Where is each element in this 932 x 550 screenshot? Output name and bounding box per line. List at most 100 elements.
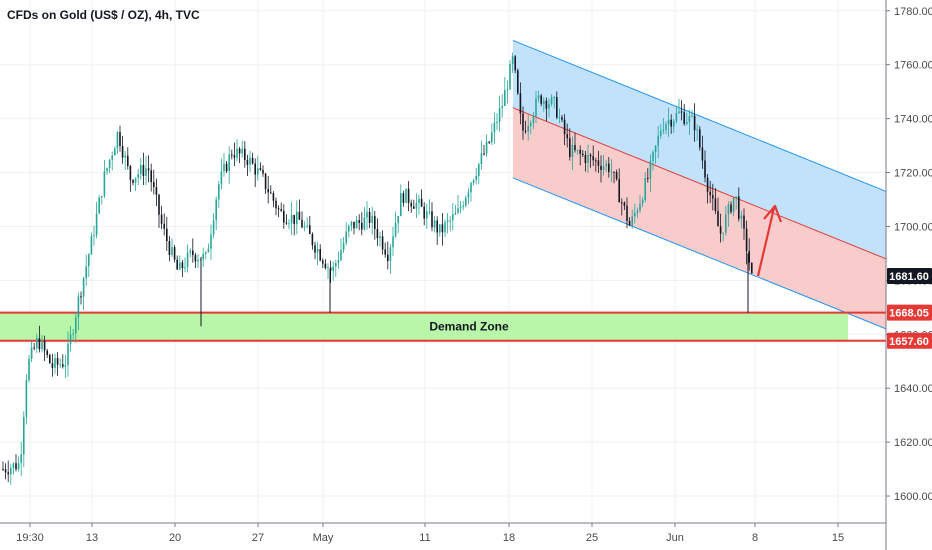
candle-body (475, 175, 477, 180)
candle-body (215, 199, 217, 221)
candle-body (319, 249, 321, 261)
candle-body (678, 111, 680, 113)
candle-body (12, 463, 15, 469)
candle-body (368, 212, 371, 223)
candle-body (259, 168, 262, 170)
candle-body (639, 203, 641, 211)
candle-body (158, 194, 160, 215)
candle-body (543, 100, 545, 104)
candle-body (160, 214, 163, 224)
y-tick-label: 1640.00 (894, 383, 932, 395)
candle-body (303, 226, 306, 228)
candle-body (470, 183, 472, 193)
candle-body (241, 148, 243, 154)
candle-body (462, 205, 464, 207)
candle-body (444, 222, 446, 233)
candle-body (519, 93, 522, 114)
candlesticks (2, 52, 753, 485)
candle-body (418, 198, 420, 203)
candle-body (407, 188, 410, 203)
candle-body (665, 124, 667, 130)
candle-body (150, 170, 152, 183)
candle-body (184, 267, 186, 269)
candle-body (90, 236, 93, 255)
candle-body (673, 120, 675, 127)
candle-body (569, 138, 571, 157)
candle-body (98, 197, 100, 214)
candle-body (389, 247, 392, 262)
demand-zone-label: Demand Zone (429, 320, 509, 334)
candle-body (670, 119, 672, 127)
candle-body (231, 154, 233, 156)
candle-body (106, 168, 108, 172)
candle-body (680, 111, 683, 113)
candle-body (623, 202, 626, 206)
candle-body (675, 112, 678, 121)
candle-body (129, 166, 132, 180)
demand-zone: Demand Zone (0, 311, 886, 342)
candle-body (207, 248, 210, 253)
candle-body (644, 178, 646, 201)
candle-body (298, 211, 301, 220)
candle-body (166, 228, 168, 242)
candle-body (537, 95, 540, 99)
y-tick-label: 1720.00 (894, 168, 932, 180)
candle-body (545, 100, 548, 109)
candle-body (316, 249, 319, 253)
candle-body (155, 187, 158, 195)
candle-body (56, 358, 59, 365)
candle-body (212, 220, 215, 235)
candle-body (553, 97, 555, 99)
candle-body (556, 97, 558, 118)
candle-body (348, 225, 350, 232)
candle-body (296, 211, 298, 225)
candle-body (277, 208, 280, 210)
candle-body (62, 364, 64, 367)
candle-body (15, 463, 17, 470)
candle-body (745, 228, 748, 252)
candle-body (192, 250, 194, 256)
candle-body (584, 155, 587, 164)
candle-body (652, 151, 654, 161)
candle-body (704, 160, 706, 178)
candle-body (163, 223, 165, 229)
candle-body (654, 145, 657, 152)
candle-body (649, 160, 652, 179)
candle-body (262, 169, 264, 174)
candle-body (264, 173, 267, 190)
candle-body (327, 267, 329, 269)
candle-body (361, 222, 363, 230)
candle-body (223, 163, 225, 172)
candle-body (314, 245, 316, 253)
candle-body (558, 117, 561, 119)
candle-body (426, 211, 428, 219)
candle-body (257, 168, 259, 175)
y-tick-label: 1620.00 (894, 437, 932, 449)
candle-body (701, 147, 704, 161)
candle-body (621, 202, 623, 204)
candle-body (197, 259, 199, 262)
candle-body (725, 214, 727, 233)
candle-body (371, 216, 373, 223)
candle-body (189, 250, 191, 253)
candle-body (413, 206, 415, 209)
candle-body (88, 254, 90, 267)
candle-body (540, 95, 542, 104)
candle-body (220, 171, 223, 185)
candle-body (415, 202, 418, 209)
candle-body (740, 215, 743, 219)
candle-body (270, 192, 272, 194)
x-tick-label: 15 (832, 532, 844, 544)
candle-body (660, 131, 662, 136)
candle-body (496, 121, 498, 123)
candle-body (111, 155, 113, 160)
candle-body (400, 193, 402, 217)
candle-body (561, 117, 563, 120)
candle-body (504, 90, 506, 106)
candle-body (631, 216, 633, 226)
candle-body (571, 144, 574, 157)
candle-body (514, 56, 516, 71)
candle-body (592, 156, 594, 161)
y-tick-label: 1760.00 (894, 60, 932, 72)
